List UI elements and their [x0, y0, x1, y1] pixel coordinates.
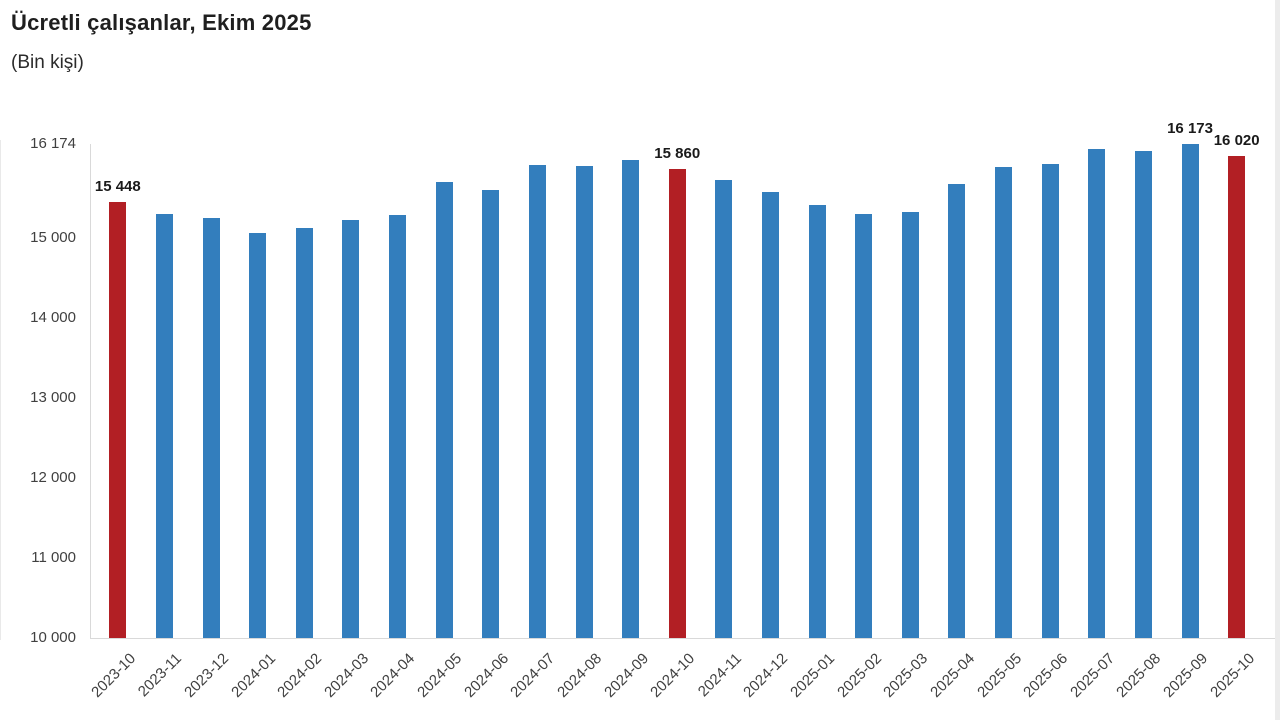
bar-2024-04 — [389, 214, 407, 638]
scrollbar-track[interactable] — [1275, 0, 1280, 720]
bar-2024-11 — [715, 179, 733, 638]
x-tick-label: 2024-05 — [414, 650, 466, 701]
bar-value-label-2025-10: 16 020 — [1213, 132, 1260, 150]
bar-value-label-2023-10: 15 448 — [94, 178, 141, 196]
y-tick-13000: 13 000 — [30, 388, 76, 406]
x-tick-label: 2025-04 — [927, 650, 978, 701]
x-tick-label: 2024-01 — [227, 650, 279, 701]
bar-value-label-2025-09: 16 173 — [1167, 120, 1213, 138]
bar-2024-01 — [249, 232, 267, 638]
bar-value-label-2024-10: 15 860 — [654, 145, 701, 163]
bar-2023-12 — [202, 218, 220, 638]
x-tick-label: 2024-09 — [600, 650, 652, 701]
x-tick-label: 2023-10 — [87, 650, 139, 701]
chart-title: Ücretli çalışanlar, Ekim 2025 — [11, 10, 312, 35]
x-tick-label: 2025-09 — [1160, 650, 1212, 701]
x-tick-label: 2024-06 — [460, 650, 512, 701]
x-tick-label: 2023-11 — [135, 650, 186, 701]
x-tick-label: 2025-10 — [1206, 650, 1258, 701]
bar-2025-09 — [1181, 144, 1199, 638]
x-tick-label: 2024-02 — [274, 650, 326, 701]
bar-2025-06 — [1041, 163, 1059, 638]
bar-2024-09 — [622, 159, 640, 638]
x-tick-label: 2024-07 — [507, 650, 559, 701]
x-tick-label: 2024-08 — [554, 650, 606, 701]
x-tick-label: 2025-05 — [973, 650, 1025, 701]
bar-2025-10 — [1228, 156, 1246, 638]
y-tick-12000: 12 000 — [30, 468, 76, 486]
x-tick-label: 2024-03 — [320, 650, 372, 701]
x-tick-label: 2025-06 — [1020, 650, 1072, 701]
bar-2023-11 — [155, 213, 173, 638]
x-tick-label: 2025-08 — [1113, 650, 1165, 701]
bar-2023-10 — [109, 202, 127, 638]
x-tick-label: 2025-01 — [787, 650, 839, 701]
bar-2024-07 — [528, 165, 546, 638]
plot-area: 15 448 15 860 16 173 16 020 — [90, 120, 1277, 639]
bar-2025-04 — [948, 184, 966, 638]
bar-2025-02 — [855, 214, 873, 638]
bar-2025-08 — [1134, 151, 1152, 638]
y-tick-16174: 16 174 — [30, 135, 76, 152]
bar-2025-03 — [901, 211, 919, 638]
x-tick-label: 2024-12 — [740, 650, 792, 701]
x-tick-label: 2025-02 — [833, 650, 885, 701]
bar-2024-06 — [482, 190, 500, 638]
bar-2025-07 — [1088, 148, 1106, 638]
x-tick-label: 2024-11 — [694, 650, 745, 701]
y-tick-14000: 14 000 — [30, 308, 76, 326]
x-tick-label: 2023-12 — [181, 650, 233, 701]
y-tick-10000: 10 000 — [30, 629, 76, 646]
bar-2025-05 — [995, 166, 1013, 638]
x-tick-label: 2025-07 — [1066, 650, 1118, 701]
x-tick-label: 2024-04 — [367, 650, 419, 701]
page-edge-line — [0, 140, 1, 640]
bar-2024-05 — [435, 182, 453, 638]
bar-2024-08 — [575, 165, 593, 638]
x-tick-label: 2025-03 — [880, 650, 932, 701]
x-tick-label: 2024-10 — [647, 650, 699, 701]
bar-2024-10 — [668, 169, 686, 638]
bar-2024-12 — [761, 191, 779, 638]
bar-2024-02 — [295, 227, 313, 638]
bar-2025-01 — [808, 205, 826, 638]
bar-2024-03 — [342, 220, 360, 638]
chart-subtitle: (Bin kişi) — [11, 52, 84, 73]
y-tick-15000: 15 000 — [30, 228, 76, 246]
y-tick-11000: 11 000 — [31, 548, 76, 566]
